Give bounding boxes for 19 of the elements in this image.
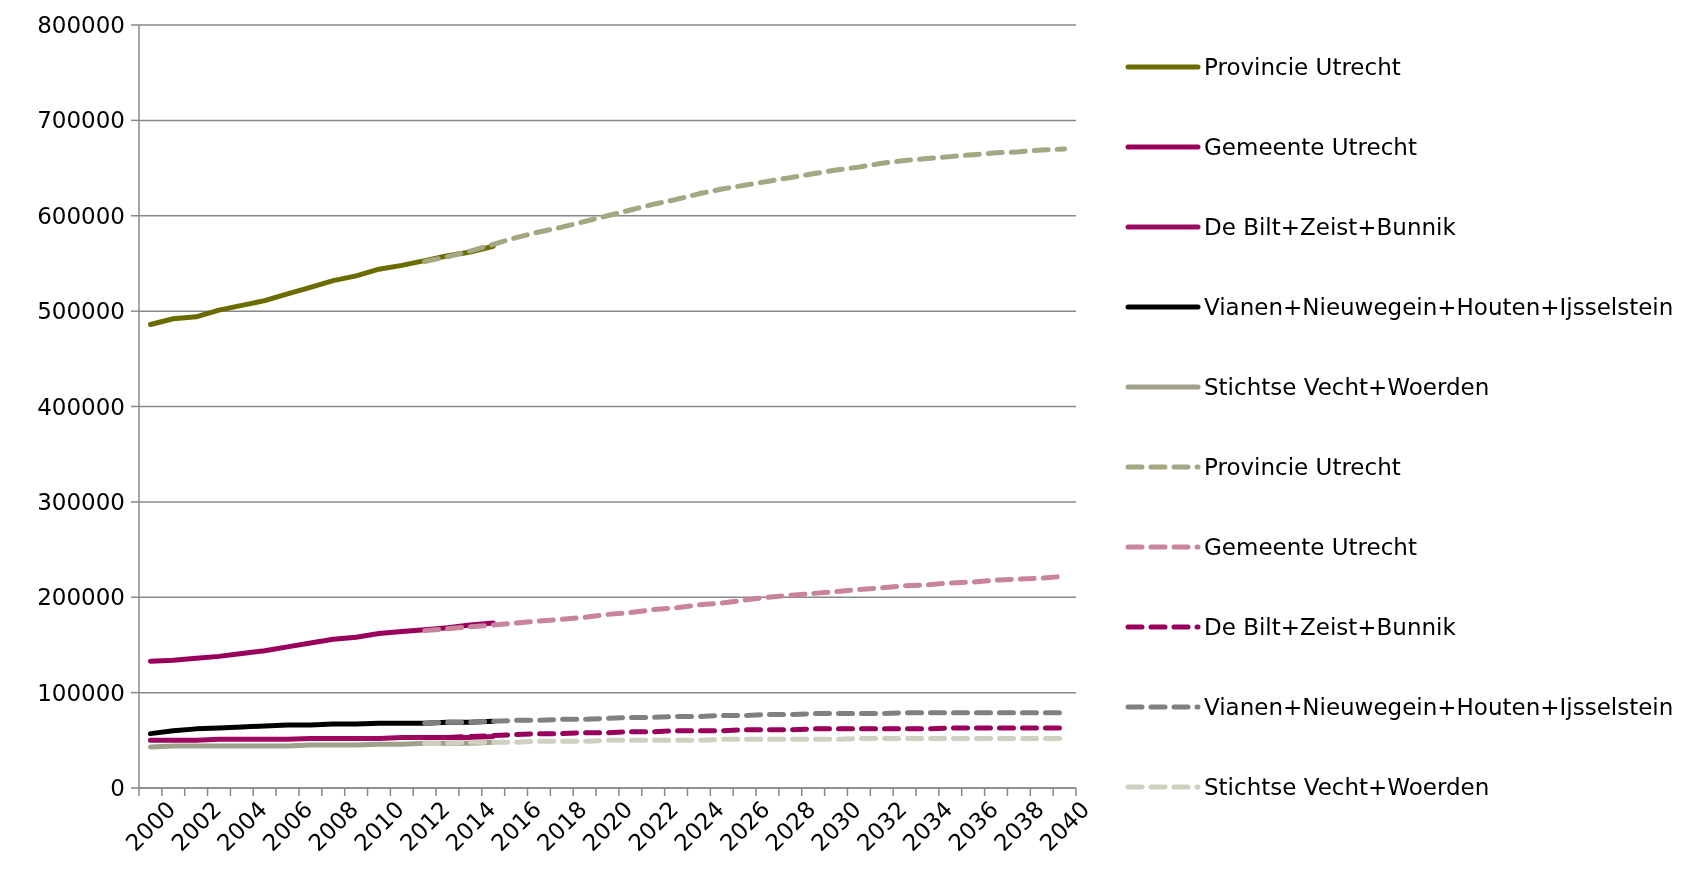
legend-label: De Bilt+Zeist+Bunnik xyxy=(1204,614,1457,640)
legend-label: Gemeente Utrecht xyxy=(1204,134,1417,160)
legend-label: De Bilt+Zeist+Bunnik xyxy=(1204,214,1457,240)
y-tick-label: 300000 xyxy=(37,488,125,515)
y-tick-label: 0 xyxy=(110,775,125,802)
y-tick-label: 700000 xyxy=(37,107,125,134)
legend-label: Vianen+Nieuwegein+Houten+Ijsselstein xyxy=(1204,694,1674,720)
legend-label: Provincie Utrecht xyxy=(1204,54,1401,80)
y-tick-label: 200000 xyxy=(37,584,125,611)
legend-label: Stichtse Vecht+Woerden xyxy=(1204,374,1490,400)
legend-label: Vianen+Nieuwegein+Houten+Ijsselstein xyxy=(1204,294,1674,320)
y-tick-label: 400000 xyxy=(37,393,125,420)
y-tick-label: 100000 xyxy=(37,679,125,706)
legend-label: Stichtse Vecht+Woerden xyxy=(1204,774,1490,800)
y-tick-label: 800000 xyxy=(37,12,125,39)
legend-label: Provincie Utrecht xyxy=(1204,454,1401,480)
y-tick-label: 600000 xyxy=(37,202,125,229)
y-tick-label: 500000 xyxy=(37,298,125,325)
legend-label: Gemeente Utrecht xyxy=(1204,534,1417,560)
